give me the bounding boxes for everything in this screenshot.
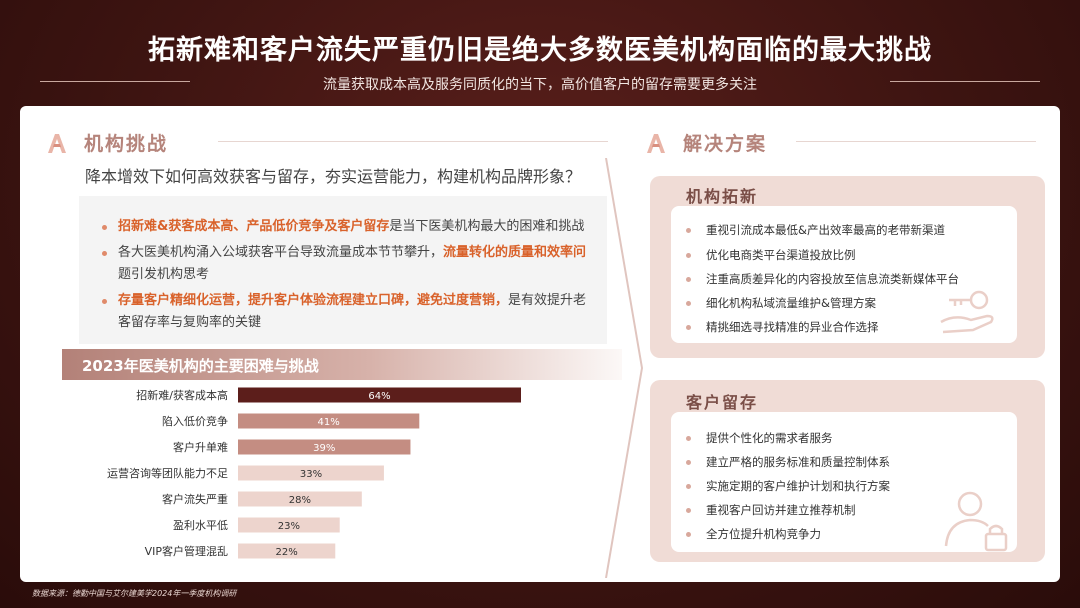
retention-item-text: 实施定期的客户维护计划和执行方案 [706, 479, 890, 493]
bullet-dot [102, 251, 107, 256]
bullet-dot [686, 325, 691, 330]
data-source: 数据来源：德勤中国与艾尔建美学2024年一季度机构调研 [32, 589, 237, 598]
a-logo-icon [647, 133, 665, 153]
card-acquisition-body [671, 206, 1017, 343]
bullet-1-highlight: 招新难&获客成本高、产品低价竞争及客户留存 [118, 219, 390, 234]
solution-divider [796, 141, 1036, 142]
solution-label: 解决方案 [683, 133, 768, 155]
retention-item-text: 提供个性化的需求者服务 [706, 431, 833, 445]
bar [238, 517, 340, 533]
bullet-3-highlight: 存量客户精细化运营，提升客户体验流程建立口碑，避免过度营销， [118, 293, 509, 308]
chart-title-banner [62, 349, 622, 380]
bar-category-label: 陷入低价竞争 [162, 414, 228, 428]
bar [238, 543, 336, 559]
card-acquisition-title: 机构拓新 [686, 187, 759, 206]
page-title: 拓新难和客户流失严重仍旧是绝大多数医美机构面临的最大挑战 [148, 35, 932, 66]
card-retention-title: 客户留存 [686, 393, 759, 412]
bar-category-label: 运营咨询等团队能力不足 [107, 466, 228, 480]
bar [238, 465, 384, 481]
retention-item-text: 重视客户回访并建立推荐机制 [706, 503, 856, 517]
bar-value-label: 33% [300, 469, 322, 480]
bullet-dot [102, 225, 107, 230]
retention-item: 全方位提升机构竞争力 [686, 526, 821, 542]
bar [238, 439, 411, 455]
bullet-dot [686, 436, 691, 441]
bullet-dot [686, 253, 691, 258]
bullet-3-text-2: 客留存率与复购率的关键 [118, 315, 262, 330]
acquisition-item-text: 精挑细选寻找精准的异业合作选择 [706, 320, 879, 334]
retention-item: 提供个性化的需求者服务 [686, 430, 833, 446]
bar-category-label: 客户升单难 [173, 440, 228, 454]
bullet-dot [686, 301, 691, 306]
key-hand-icon [940, 290, 994, 334]
retention-item: 建立严格的服务标准和质量控制体系 [686, 454, 890, 470]
bullet-2-text-2: 题引发机构思考 [118, 267, 210, 282]
bullet-dot [686, 508, 691, 513]
challenge-label: 机构挑战 [84, 133, 169, 155]
acquisition-item: 注重高质差异化的内容投放至信息流类新媒体平台 [686, 271, 959, 287]
bar-value-label: 28% [289, 495, 311, 506]
challenge-question: 降本增效下如何高效获客与留存，夯实运营能力，构建机构品牌形象？ [85, 167, 582, 186]
acquisition-item: 优化电商类平台渠道投放比例 [686, 247, 856, 263]
bullet-1: 招新难&获客成本高、产品低价竞争及客户留存是当下医美机构最大的困难和挑战 [102, 216, 585, 238]
retention-item-text: 全方位提升机构竞争力 [706, 527, 821, 541]
title-rule-right [890, 81, 1040, 82]
bar-category-label: VIP客户管理混乱 [145, 544, 228, 558]
bullet-3: 存量客户精细化运营，提升客户体验流程建立口碑，避免过度营销，是有效提升老 客留存… [102, 290, 587, 334]
bullet-2: 各大医美机构涌入公域获客平台导致流量成本节节攀升，流量转化的质量和效率问 题引发… [102, 242, 587, 286]
bar-value-label: 22% [276, 547, 298, 558]
challenge-bullets [79, 196, 607, 344]
bar-value-label: 23% [278, 521, 300, 532]
retention-item: 重视客户回访并建立推荐机制 [686, 502, 856, 518]
acquisition-item: 细化机构私域流量维护&管理方案 [686, 295, 876, 311]
acquisition-item-text: 细化机构私域流量维护&管理方案 [706, 296, 876, 310]
bar-value-label: 64% [368, 391, 390, 402]
bar-category-label: 招新难/获客成本高 [136, 388, 228, 402]
chart-title: 2023年医美机构的主要困难与挑战 [82, 357, 319, 375]
acquisition-item-text: 优化电商类平台渠道投放比例 [706, 248, 856, 262]
page-subtitle: 流量获取成本高及服务同质化的当下，高价值客户的留存需要更多关注 [323, 77, 757, 93]
bullet-2-text: 各大医美机构涌入公域获客平台导致流量成本节节攀升， [118, 245, 444, 260]
retention-item: 实施定期的客户维护计划和执行方案 [686, 478, 890, 494]
bar [238, 387, 521, 403]
bullet-1-text: 是当下医美机构最大的困难和挑战 [389, 219, 585, 234]
acquisition-item-text: 注重高质差异化的内容投放至信息流类新媒体平台 [706, 272, 959, 286]
bullet-dot [686, 277, 691, 282]
bar-chart: 招新难/获客成本高 64% 陷入低价竞争 41% 客户升单难 39% 运营咨询等团队能力不足… [107, 387, 521, 559]
retention-item-text: 建立严格的服务标准和质量控制体系 [706, 455, 890, 469]
bullet-dot [102, 299, 107, 304]
challenge-header: 机构挑战 [46, 129, 168, 156]
acquisition-item-text: 重视引流成本最低&产出效率最高的老带新渠道 [706, 223, 945, 237]
user-lock-icon [944, 491, 1008, 552]
acquisition-item: 重视引流成本最低&产出效率最高的老带新渠道 [686, 222, 945, 238]
bar-category-label: 客户流失严重 [162, 492, 228, 506]
bar-value-label: 41% [318, 417, 340, 428]
bar [238, 491, 362, 507]
bullet-dot [686, 460, 691, 465]
bullet-dot [686, 532, 691, 537]
bullet-2-highlight: 流量转化的质量和效率问 [443, 245, 587, 260]
acquisition-item: 精挑细选寻找精准的异业合作选择 [686, 319, 879, 335]
bar-category-label: 盈利水平低 [173, 519, 228, 532]
card-retention-body [671, 412, 1017, 552]
challenge-divider [218, 141, 608, 142]
chevron-right-icon [605, 158, 644, 578]
bar [238, 413, 420, 429]
a-logo-icon [48, 133, 66, 153]
title-rule-left [40, 81, 190, 82]
bullet-dot [686, 228, 691, 233]
solution-header: 解决方案 [645, 129, 767, 156]
bullet-dot [686, 484, 691, 489]
bar-value-label: 39% [313, 443, 335, 454]
bullet-3-text: 是有效提升老 [508, 293, 587, 308]
